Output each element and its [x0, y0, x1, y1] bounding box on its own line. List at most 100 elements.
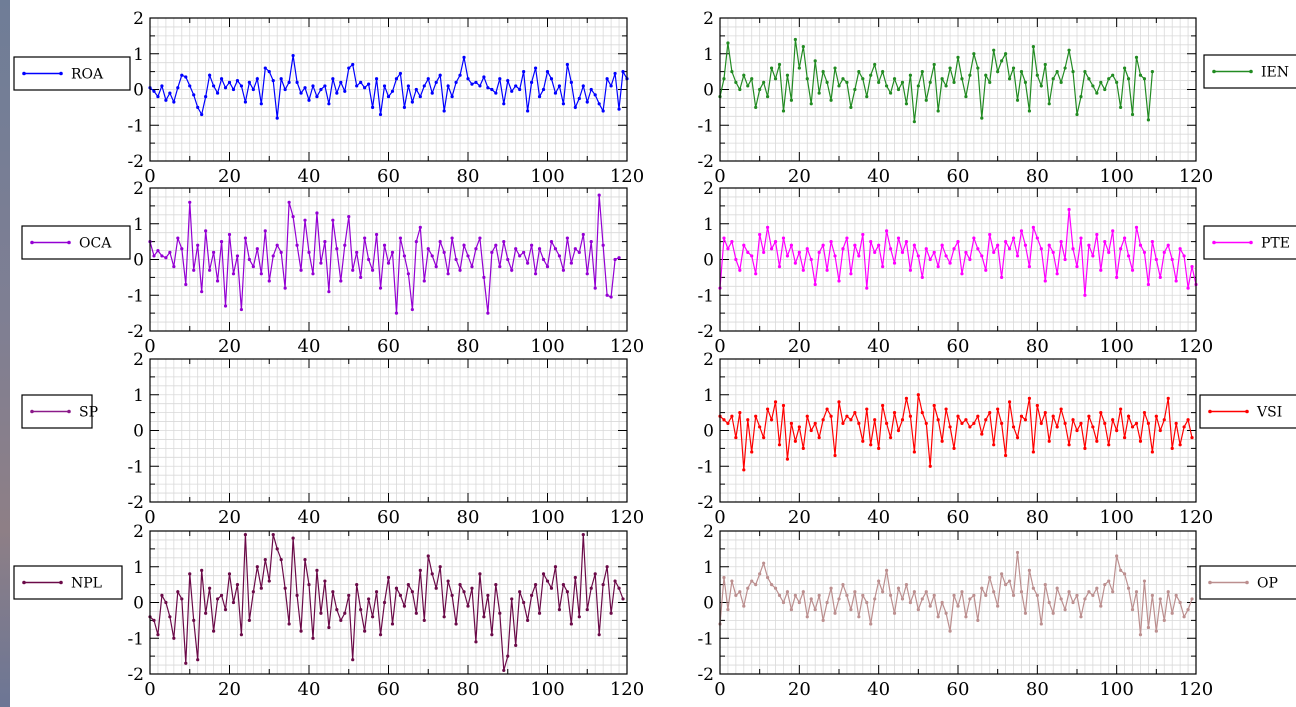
data-point: [247, 257, 251, 262]
data-point: [371, 105, 375, 109]
data-point: [251, 265, 255, 269]
data-point: [1063, 66, 1067, 70]
data-point: [730, 414, 734, 418]
data-point: [386, 95, 391, 99]
data-point: [434, 586, 438, 590]
data-point: [227, 572, 232, 576]
x-tick-label: 80: [457, 166, 480, 187]
data-point: [813, 421, 817, 425]
data-point: [797, 250, 801, 254]
data-point: [526, 261, 530, 265]
data-point: [1027, 109, 1031, 113]
data-point: [295, 593, 299, 597]
data-point: [422, 618, 426, 622]
data-point: [466, 77, 470, 81]
data-point: [514, 247, 518, 251]
x-tick-label: 120: [610, 166, 644, 187]
data-point: [904, 102, 909, 106]
data-point: [565, 62, 569, 67]
data-point: [204, 229, 208, 233]
data-point: [896, 236, 901, 240]
data-point: [283, 87, 287, 92]
data-point: [1067, 48, 1071, 52]
data-point: [773, 77, 778, 81]
data-point: [355, 583, 359, 587]
x-tick-label: 120: [610, 507, 644, 528]
data-point: [1039, 421, 1043, 425]
data-point: [1170, 611, 1174, 615]
data-point: [865, 407, 869, 411]
data-point: [1004, 240, 1008, 244]
data-point: [1166, 243, 1170, 247]
data-point: [438, 240, 442, 244]
data-point: [908, 600, 913, 605]
data-point: [841, 421, 845, 425]
data-point: [1186, 608, 1190, 612]
data-point: [1011, 425, 1016, 429]
data-point: [426, 247, 430, 251]
data-point: [180, 597, 184, 601]
data-point: [754, 105, 758, 109]
data-point: [845, 80, 849, 84]
data-point: [200, 568, 204, 572]
data-point: [964, 615, 968, 619]
data-point: [785, 254, 790, 258]
data-point: [972, 52, 976, 56]
data-point: [180, 247, 184, 251]
data-point: [928, 80, 932, 84]
data-point: [470, 586, 474, 590]
data-point: [394, 311, 399, 315]
y-tick-label: -1: [697, 286, 714, 306]
data-point: [1067, 443, 1071, 447]
data-point: [363, 629, 367, 633]
data-point: [722, 418, 726, 422]
data-point: [960, 421, 964, 425]
data-point: [247, 80, 251, 84]
data-point: [351, 658, 355, 662]
data-point: [215, 279, 220, 283]
legend-roa: ROA: [13, 56, 131, 91]
panel-ien: 0 20 40 60 80 100 120 -2 -1 0 1 2 IEN: [697, 9, 1296, 187]
data-point: [259, 586, 263, 590]
data-point: [1067, 590, 1071, 594]
data-point: [1095, 91, 1099, 95]
data-point: [841, 77, 845, 81]
legend-label: IEN: [1261, 65, 1289, 81]
data-point: [738, 87, 742, 92]
data-point: [726, 41, 730, 45]
data-point: [1142, 579, 1147, 583]
data-point: [498, 611, 502, 615]
data-point: [1115, 275, 1119, 279]
data-point: [160, 84, 164, 88]
y-tick-label: 1: [133, 215, 144, 235]
data-point: [1095, 232, 1099, 237]
data-point: [279, 250, 283, 254]
data-point: [311, 272, 315, 276]
x-tick-label: 20: [218, 507, 241, 528]
data-point: [821, 70, 825, 74]
data-point: [212, 84, 216, 88]
data-point: [754, 272, 758, 276]
data-point: [557, 254, 562, 258]
data-point: [422, 279, 426, 283]
data-point: [466, 254, 470, 258]
data-point: [569, 261, 573, 265]
data-point: [730, 579, 734, 583]
data-point: [825, 407, 829, 411]
data-point: [754, 414, 758, 418]
data-point: [522, 70, 526, 74]
data-point: [1170, 446, 1174, 450]
data-point: [722, 77, 726, 81]
data-point: [861, 232, 865, 237]
grid: [149, 17, 628, 162]
data-point: [766, 575, 770, 580]
data-point: [869, 443, 873, 447]
x-tick-label: 60: [377, 507, 400, 528]
data-point: [984, 268, 988, 272]
data-point: [1111, 229, 1115, 233]
legend-vsi: VSI: [1199, 394, 1296, 429]
data-point: [892, 611, 897, 615]
legend-label: PTE: [1261, 236, 1290, 252]
data-point: [1035, 73, 1039, 77]
data-point: [1178, 443, 1182, 447]
